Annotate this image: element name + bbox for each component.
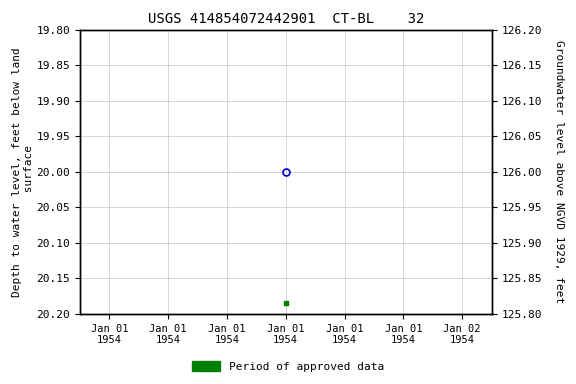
Y-axis label: Groundwater level above NGVD 1929, feet: Groundwater level above NGVD 1929, feet [554, 40, 564, 303]
Y-axis label: Depth to water level, feet below land
 surface: Depth to water level, feet below land su… [12, 47, 33, 297]
Title: USGS 414854072442901  CT-BL    32: USGS 414854072442901 CT-BL 32 [147, 12, 424, 26]
Legend: Period of approved data: Period of approved data [188, 357, 388, 377]
